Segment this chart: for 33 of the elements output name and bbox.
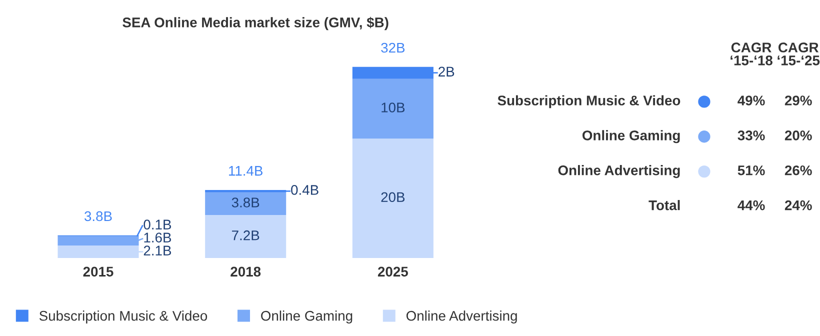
data-label: 44%	[738, 200, 765, 210]
x-tick-label: 2025	[378, 266, 408, 277]
text: CAGR ‘15-‘25	[778, 42, 820, 66]
data-label: 0.1B	[144, 220, 172, 230]
x-tick-label: 2015	[83, 266, 114, 277]
data-label: 33%	[738, 130, 765, 140]
data-label: 3.8B	[232, 198, 260, 208]
data-label: 29%	[784, 96, 812, 106]
category-label: Online Gaming	[582, 130, 680, 144]
chart-title: SEA Online Media market size (GMV, $B)	[122, 16, 388, 30]
data-label: 20%	[784, 130, 812, 140]
data-label: 10B	[382, 102, 405, 112]
data-label: 2B	[438, 66, 454, 76]
legend-label: Online Gaming	[261, 310, 352, 324]
text: CAGR ‘15-‘18	[730, 42, 772, 66]
data-label: 26%	[784, 165, 812, 176]
total-label: 11.4B	[229, 166, 262, 176]
data-label: 51%	[738, 165, 765, 176]
data-label: 2.1B	[144, 246, 172, 256]
category-label: Subscription Music & Video	[498, 95, 680, 108]
legend-label: Online Advertising	[406, 310, 517, 324]
x-tick-label: 2018	[230, 266, 261, 277]
data-label: 0.4B	[291, 185, 318, 195]
data-label: 49%	[738, 96, 765, 106]
legend-label: Subscription Music & Video	[39, 310, 208, 324]
total-label: 3.8B	[84, 211, 112, 222]
category-label: Online Advertising	[558, 165, 680, 178]
data-label: 24%	[784, 200, 812, 210]
category-label: Total	[648, 200, 680, 210]
data-label: 7.2B	[232, 230, 260, 240]
total-label: 32B	[381, 42, 405, 53]
data-label: 1.6B	[144, 232, 172, 243]
data-label: 20B	[381, 192, 405, 202]
